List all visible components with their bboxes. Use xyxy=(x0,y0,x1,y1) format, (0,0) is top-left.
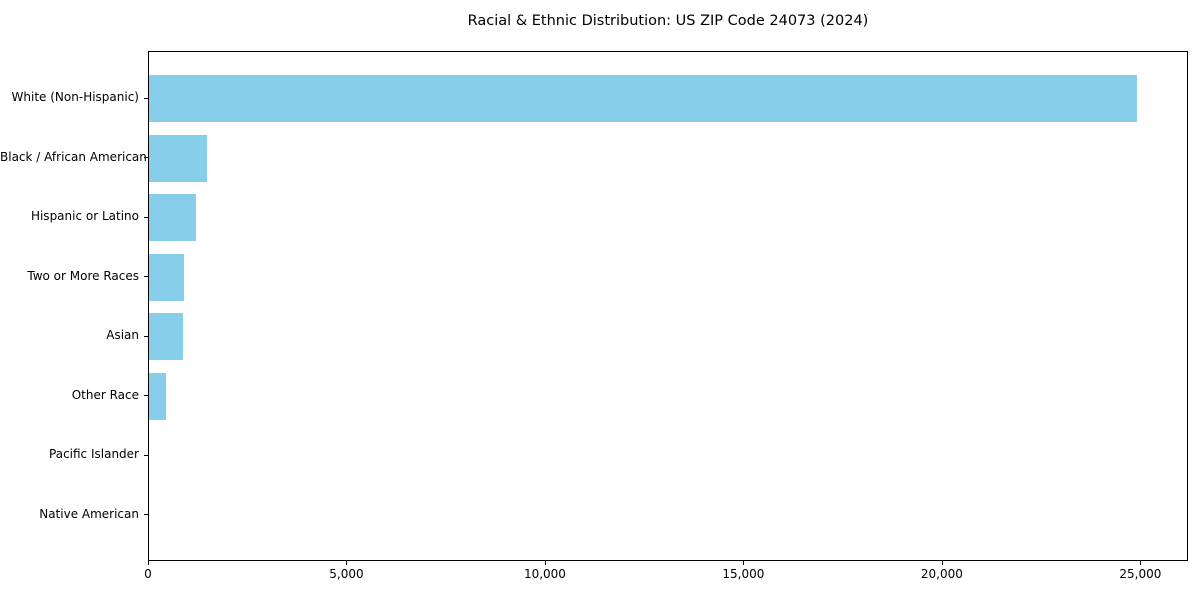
bar-two-or-more-races xyxy=(149,253,184,301)
y-tick-label-two-or-more-races: Two or More Races xyxy=(27,268,139,283)
x-tick-label-15-000: 15,000 xyxy=(722,567,765,581)
x-tick-label-0: 0 xyxy=(144,567,152,581)
y-tick-label-pacific-islander: Pacific Islander xyxy=(49,447,139,462)
bar-hispanic-or-latino xyxy=(149,194,196,242)
x-tick-mark xyxy=(941,561,943,565)
x-tick-mark xyxy=(148,561,149,565)
y-tick-mark xyxy=(144,454,148,456)
x-tick-mark xyxy=(1140,561,1142,565)
y-tick-mark xyxy=(144,335,148,337)
x-tick-mark xyxy=(346,561,348,565)
bar-other-race xyxy=(149,372,167,420)
plot-area xyxy=(148,51,1188,561)
y-tick-mark xyxy=(144,157,148,159)
x-tick-label-25-000: 25,000 xyxy=(1119,567,1162,581)
bar-white-non-hispanic xyxy=(149,75,1138,123)
y-tick-mark xyxy=(144,514,148,516)
x-tick-label-20-000: 20,000 xyxy=(920,567,963,581)
y-tick-label-native-american: Native American xyxy=(39,506,139,521)
y-tick-label-other-race: Other Race xyxy=(71,387,139,402)
y-tick-mark xyxy=(144,216,148,218)
x-tick-label-5-000: 5,000 xyxy=(329,567,364,581)
y-tick-mark xyxy=(144,97,148,99)
y-tick-label-black-african-american: Black / African American xyxy=(0,149,147,164)
bar-black-african-american xyxy=(149,134,207,182)
x-tick-mark xyxy=(544,561,546,565)
x-tick-mark xyxy=(743,561,745,565)
x-tick-label-10-000: 10,000 xyxy=(523,567,566,581)
y-tick-mark xyxy=(144,395,148,397)
y-tick-label-hispanic-or-latino: Hispanic or Latino xyxy=(30,209,139,224)
bar-asian xyxy=(149,313,183,361)
chart-title: Racial & Ethnic Distribution: US ZIP Cod… xyxy=(467,13,869,29)
y-tick-label-white-non-hispanic: White (Non-Hispanic) xyxy=(11,90,139,105)
y-tick-label-asian: Asian xyxy=(106,328,139,343)
y-tick-mark xyxy=(144,276,148,278)
